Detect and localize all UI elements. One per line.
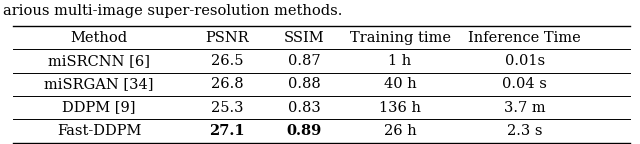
Text: 0.83: 0.83 xyxy=(287,101,321,115)
Text: 0.87: 0.87 xyxy=(288,54,320,68)
Text: PSNR: PSNR xyxy=(205,31,249,45)
Text: miSRGAN [34]: miSRGAN [34] xyxy=(44,77,154,91)
Text: Inference Time: Inference Time xyxy=(468,31,581,45)
Text: 0.04 s: 0.04 s xyxy=(502,77,547,91)
Text: 0.89: 0.89 xyxy=(286,124,322,138)
Text: Training time: Training time xyxy=(349,31,451,45)
Text: SSIM: SSIM xyxy=(284,31,324,45)
Text: 40 h: 40 h xyxy=(383,77,417,91)
Text: 25.3: 25.3 xyxy=(211,101,243,115)
Text: 0.88: 0.88 xyxy=(287,77,321,91)
Text: 1 h: 1 h xyxy=(388,54,412,68)
Text: miSRCNN [6]: miSRCNN [6] xyxy=(48,54,150,68)
Text: 136 h: 136 h xyxy=(379,101,421,115)
Text: Method: Method xyxy=(70,31,128,45)
Text: 0.01s: 0.01s xyxy=(505,54,545,68)
Text: Fast-DDPM: Fast-DDPM xyxy=(57,124,141,138)
Text: 26.8: 26.8 xyxy=(211,77,243,91)
Text: 27.1: 27.1 xyxy=(209,124,245,138)
Text: 2.3 s: 2.3 s xyxy=(507,124,543,138)
Text: arious multi-image super-resolution methods.: arious multi-image super-resolution meth… xyxy=(3,4,342,18)
Text: DDPM [9]: DDPM [9] xyxy=(63,101,136,115)
Text: 3.7 m: 3.7 m xyxy=(504,101,546,115)
Text: 26 h: 26 h xyxy=(383,124,417,138)
Text: 26.5: 26.5 xyxy=(211,54,243,68)
